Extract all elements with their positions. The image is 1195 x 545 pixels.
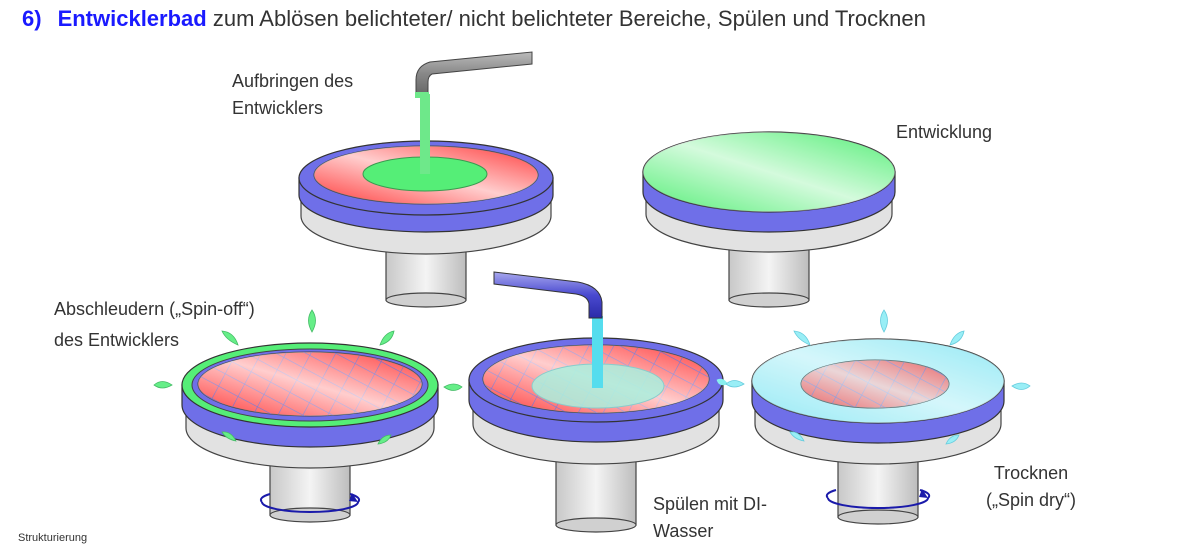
label-spin-off: Abschleudern („Spin-off“) des Entwickler… xyxy=(54,299,255,350)
water-nozzle xyxy=(493,271,603,319)
title-keyword: Entwicklerbad xyxy=(57,6,207,31)
unit-rinse xyxy=(468,271,728,533)
label-apply-developer: Aufbringen des Entwicklers xyxy=(232,71,354,118)
unit-development xyxy=(642,131,896,308)
flung-droplets xyxy=(725,309,1031,445)
rotation-arrow xyxy=(827,497,929,509)
label-rinse: Spülen mit DI- Wasser xyxy=(653,494,768,541)
footer-text: Strukturierung xyxy=(18,532,88,544)
unit-apply-developer xyxy=(298,51,554,308)
step-number: 6) xyxy=(22,6,42,31)
title-description: zum Ablösen belichteter/ nicht belichtet… xyxy=(212,6,926,31)
water-stream xyxy=(592,316,603,388)
flung-droplets xyxy=(153,309,463,445)
unit-spin-dry xyxy=(725,309,1031,525)
slide-title: 6) Entwicklerbad zum Ablösen belichteter/… xyxy=(22,6,926,32)
rotation-arrow xyxy=(261,501,359,513)
unit-spin-off xyxy=(153,309,463,523)
label-development: Entwicklung xyxy=(896,122,993,142)
developer-nozzle xyxy=(415,51,533,96)
label-spin-dry: Trocknen („Spin dry“) xyxy=(986,463,1077,510)
developer-stream xyxy=(420,94,430,174)
